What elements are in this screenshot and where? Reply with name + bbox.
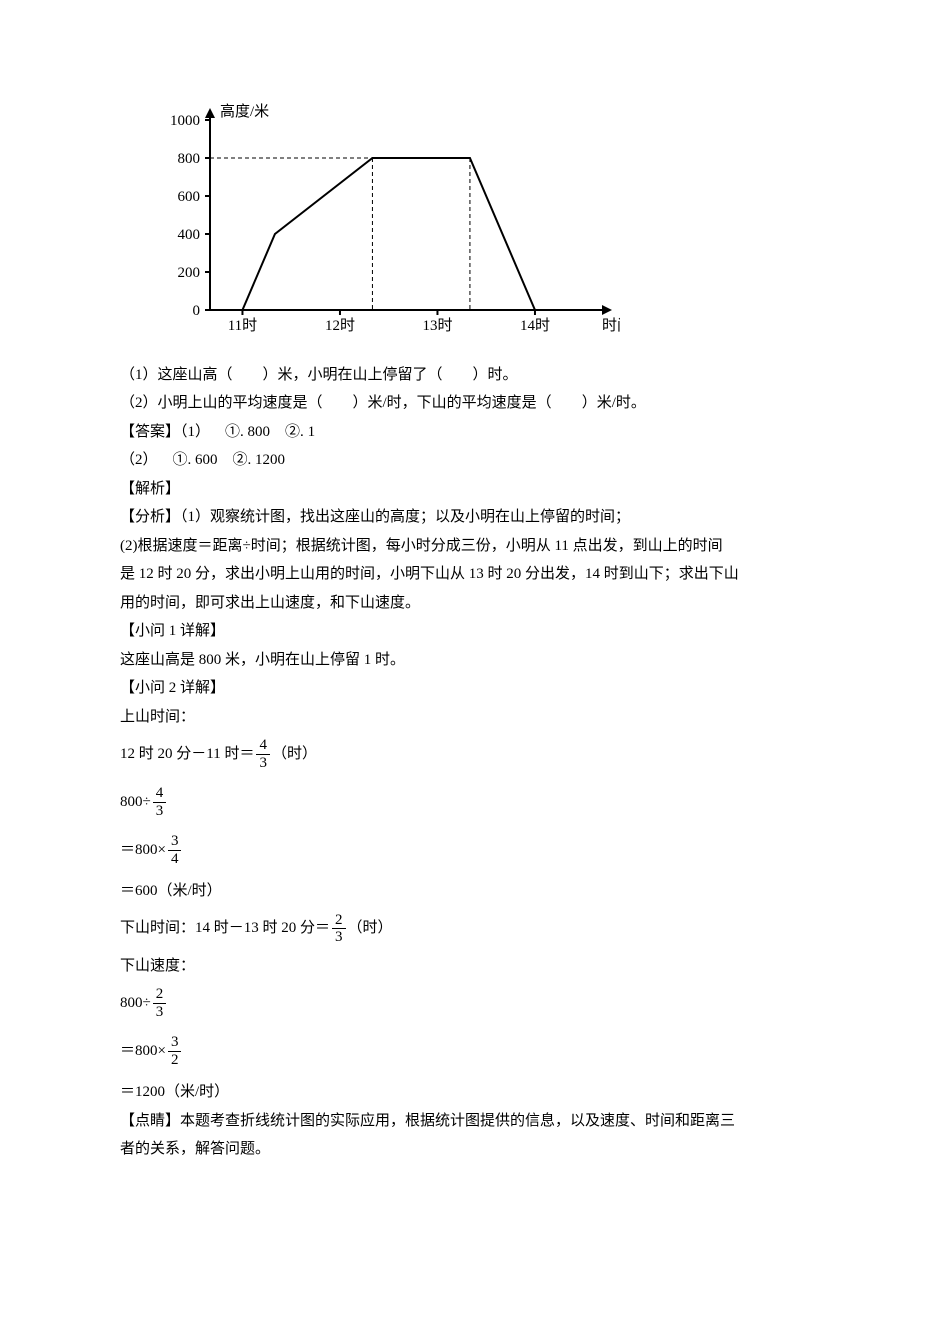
answer-label: 【答案】 [120, 424, 180, 440]
calc3-prefix: ＝800× [120, 836, 166, 865]
calc1-suffix: （时） [272, 740, 317, 769]
q1-mid: ）米，小明在山上停留了（ [263, 367, 443, 383]
comment-label: 【点睛】 [120, 1113, 180, 1129]
answer-line-1: 【答案】（1） ①. 800 ②. 1 [120, 418, 830, 447]
calc2-den: 3 [153, 803, 167, 820]
sub2-text1: 上山时间： [120, 703, 830, 732]
calc1-fraction: 43 [256, 737, 270, 771]
calc-6: 800÷ 23 [120, 986, 830, 1020]
analysis-1: 【分析】（1）观察统计图，找出这座山的高度；以及小明在山上停留的时间； [120, 503, 830, 532]
calc5-den: 3 [332, 929, 346, 946]
calc1-prefix: 12 时 20 分－11 时＝ [120, 740, 254, 769]
calc-3: ＝800× 34 [120, 833, 830, 867]
calc7-prefix: ＝800× [120, 1037, 166, 1066]
analysis-2a: (2)根据速度＝距离÷时间；根据统计图，每小时分成三份，小明从 11 点出发，到… [120, 532, 830, 561]
calc1-num: 4 [256, 737, 270, 755]
a2-v2: 1200 [255, 452, 285, 468]
calc-7: ＝800× 32 [120, 1034, 830, 1068]
q2-mid: ）米/时，下山的平均速度是（ [353, 395, 552, 411]
calc-4: ＝600（米/时） [120, 877, 830, 906]
a1-gap [270, 424, 285, 440]
svg-text:1000: 1000 [170, 113, 200, 129]
calc7-den: 2 [168, 1052, 182, 1069]
svg-text:高度/米: 高度/米 [220, 103, 269, 120]
question-1: （1）这座山高（ ）米，小明在山上停留了（ ）时。 [120, 361, 830, 390]
svg-text:800: 800 [178, 151, 201, 167]
calc5-fraction: 23 [332, 912, 346, 946]
a1-l1: ①. [225, 424, 248, 440]
calc2-num: 4 [153, 785, 167, 803]
svg-text:13时: 13时 [422, 317, 452, 334]
calc2-prefix: 800÷ [120, 788, 151, 817]
sub1-text: 这座山高是 800 米，小明在山上停留 1 时。 [120, 646, 830, 675]
analysis-head: 【分析】 [120, 509, 180, 525]
svg-text:时间: 时间 [602, 317, 620, 334]
a2-l2: ②. [233, 452, 256, 468]
svg-text:12时: 12时 [325, 317, 355, 334]
comment-2: 者的关系，解答问题。 [120, 1135, 830, 1164]
svg-text:400: 400 [178, 227, 201, 243]
calc6-num: 2 [153, 986, 167, 1004]
calc2-fraction: 43 [153, 785, 167, 819]
calc5-prefix: 下山时间：14 时－13 时 20 分＝ [120, 914, 330, 943]
sub2-label: 【小问 2 详解】 [120, 674, 830, 703]
a1-part: （1） [180, 424, 225, 440]
analysis-2c: 用的时间，即可求出上山速度，和下山速度。 [120, 589, 830, 618]
q1-blank2 [443, 361, 473, 390]
calc7-num: 3 [168, 1034, 182, 1052]
q1-suffix: ）时。 [473, 367, 518, 383]
question-2: （2）小明上山的平均速度是（ ）米/时，下山的平均速度是（ ）米/时。 [120, 389, 830, 418]
a2-gap [218, 452, 233, 468]
a1-v2: 1 [308, 424, 316, 440]
a1-v1: 800 [248, 424, 271, 440]
svg-text:14时: 14时 [520, 317, 550, 334]
svg-text:11时: 11时 [228, 317, 257, 334]
q2-prefix: （2）小明上山的平均速度是（ [120, 395, 323, 411]
calc5-suffix: （时） [348, 914, 393, 943]
q1-prefix: （1）这座山高（ [120, 367, 233, 383]
calc6-prefix: 800÷ [120, 989, 151, 1018]
sub1-label: 【小问 1 详解】 [120, 617, 830, 646]
a1-l2: ②. [285, 424, 308, 440]
analysis-2b: 是 12 时 20 分，求出小明上山用的时间，小明下山从 13 时 20 分出发… [120, 560, 830, 589]
calc5-num: 2 [332, 912, 346, 930]
line-chart: 0 200 400 600 800 1000 高度/米 11时 12时 13时 14时 时间 [150, 100, 830, 351]
q2-blank2 [552, 389, 582, 418]
comment: 【点睛】本题考查折线统计图的实际应用，根据统计图提供的信息，以及速度、时间和距离… [120, 1107, 830, 1136]
svg-text:200: 200 [178, 265, 201, 281]
calc-1: 12 时 20 分－11 时＝ 43 （时） [120, 737, 830, 771]
a2-v1: 600 [195, 452, 218, 468]
calc6-fraction: 23 [153, 986, 167, 1020]
calc3-fraction: 34 [168, 833, 182, 867]
svg-text:600: 600 [178, 189, 201, 205]
a2-part: （2） [120, 452, 173, 468]
calc3-den: 4 [168, 851, 182, 868]
q2-suffix: ）米/时。 [582, 395, 646, 411]
analysis-text1: （1）观察统计图，找出这座山的高度；以及小明在山上停留的时间； [180, 509, 630, 525]
calc7-fraction: 32 [168, 1034, 182, 1068]
calc-5: 下山时间：14 时－13 时 20 分＝ 23 （时） [120, 912, 830, 946]
calc-2: 800÷ 43 [120, 785, 830, 819]
svg-text:0: 0 [193, 303, 201, 319]
sub2-text2: 下山速度： [120, 952, 830, 981]
calc6-den: 3 [153, 1004, 167, 1021]
calc-8: ＝1200（米/时） [120, 1078, 830, 1107]
analysis-label: 【解析】 [120, 475, 830, 504]
calc3-num: 3 [168, 833, 182, 851]
q2-blank1 [323, 389, 353, 418]
answer-line-2: （2） ①. 600 ②. 1200 [120, 446, 830, 475]
calc1-den: 3 [256, 755, 270, 772]
a2-l1: ①. [173, 452, 196, 468]
comment-text1: 本题考查折线统计图的实际应用，根据统计图提供的信息，以及速度、时间和距离三 [180, 1113, 735, 1129]
q1-blank1 [233, 361, 263, 390]
